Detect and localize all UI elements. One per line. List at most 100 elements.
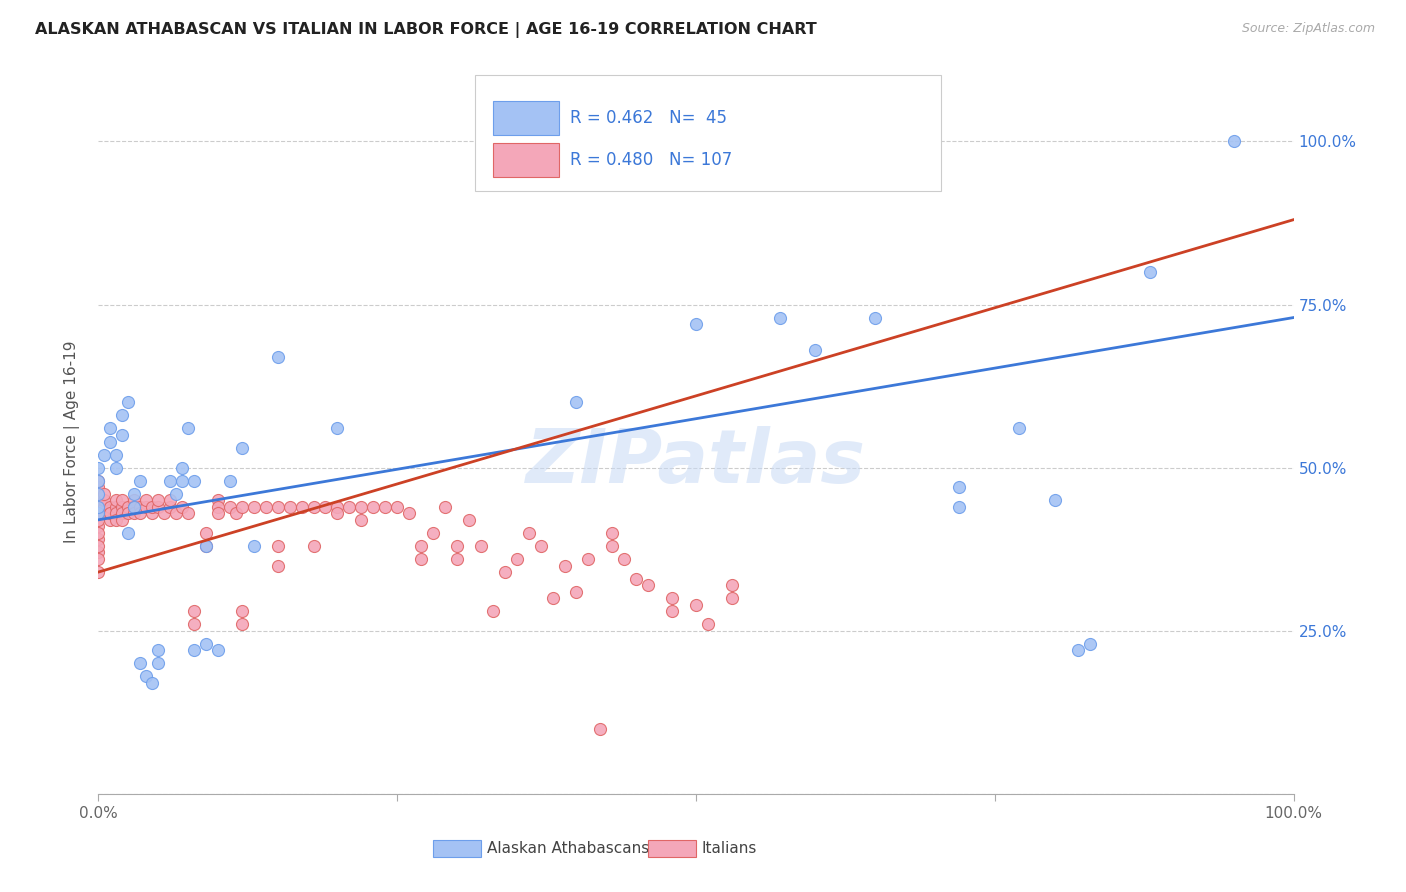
Point [207,500,229,514]
Point [93,500,115,514]
Point [267,500,290,514]
Point [153,506,176,520]
Point [141,506,163,520]
Point [87,474,110,488]
Point [637,578,659,592]
Point [530,539,553,553]
Point [578,552,600,566]
Point [804,343,827,358]
Point [87,545,110,559]
Point [87,513,110,527]
Point [111,493,134,508]
Text: R = 0.480   N= 107: R = 0.480 N= 107 [571,152,733,169]
Point [434,500,457,514]
Point [613,552,636,566]
Point [183,617,205,632]
Point [494,565,516,579]
Point [141,500,163,514]
Point [815,135,838,149]
Point [87,500,110,514]
Point [117,525,139,540]
Point [326,506,349,520]
Point [1139,265,1161,279]
Point [721,591,744,606]
Point [219,474,242,488]
Point [231,604,253,618]
Point [183,643,205,657]
Point [685,598,707,612]
Point [195,637,218,651]
Point [87,539,110,553]
Point [721,578,744,592]
Point [111,513,134,527]
Point [756,135,779,149]
Point [225,506,247,520]
Point [804,135,827,149]
Point [111,428,134,442]
Point [661,591,683,606]
Point [554,558,576,573]
Point [231,441,253,455]
Point [93,493,115,508]
Point [865,310,887,325]
Point [1043,493,1066,508]
Point [135,493,157,508]
Point [446,539,468,553]
Point [685,317,707,331]
Point [111,409,134,423]
FancyBboxPatch shape [648,839,696,857]
Point [948,500,970,514]
Point [243,539,266,553]
Point [661,604,683,618]
Point [177,506,200,520]
Point [87,506,110,520]
Point [98,500,122,514]
Point [98,506,122,520]
Point [195,539,218,553]
Point [589,722,612,736]
Point [165,506,187,520]
Point [159,500,181,514]
FancyBboxPatch shape [494,101,558,135]
Point [87,533,110,547]
Point [446,552,468,566]
Point [117,506,139,520]
Point [135,500,157,514]
Point [363,500,385,514]
Point [148,500,170,514]
Point [129,506,152,520]
Point [602,525,624,540]
Point [350,500,373,514]
Point [87,525,110,540]
Point [117,500,139,514]
Point [350,513,373,527]
Point [517,525,540,540]
Point [374,500,396,514]
Point [506,552,529,566]
Point [780,135,803,149]
Point [326,421,349,435]
Point [124,493,146,508]
Point [87,552,110,566]
Text: Alaskan Athabascans: Alaskan Athabascans [486,840,650,855]
Point [565,395,588,409]
Point [129,657,152,671]
Point [87,565,110,579]
Point [172,460,194,475]
Point [326,500,349,514]
Text: ALASKAN ATHABASCAN VS ITALIAN IN LABOR FORCE | AGE 16-19 CORRELATION CHART: ALASKAN ATHABASCAN VS ITALIAN IN LABOR F… [35,22,817,38]
Point [172,500,194,514]
Point [172,474,194,488]
Point [1080,637,1102,651]
FancyBboxPatch shape [475,75,941,192]
Point [602,539,624,553]
Point [697,617,720,632]
Point [411,552,433,566]
FancyBboxPatch shape [494,144,558,178]
Point [87,493,110,508]
Point [93,448,115,462]
Point [219,500,242,514]
Point [98,434,122,449]
Point [87,506,110,520]
Point [267,350,290,364]
